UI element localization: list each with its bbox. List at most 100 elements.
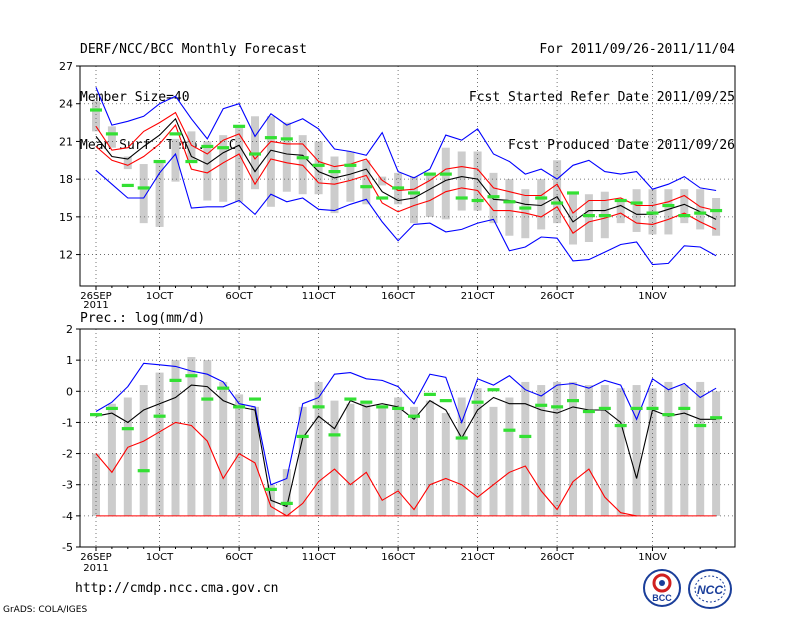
forecast-mark xyxy=(582,214,595,218)
ensemble-box xyxy=(537,179,546,230)
forecast-mark xyxy=(471,400,484,404)
forecast-mark xyxy=(137,469,150,473)
source-url[interactable]: http://cmdp.ncc.cma.gov.cn xyxy=(75,581,279,596)
ensemble-box xyxy=(219,135,228,202)
ensemble-box xyxy=(314,141,323,195)
ncc-logo-text: NCC xyxy=(697,583,723,597)
forecast-mark xyxy=(169,378,182,382)
forecast-mark xyxy=(598,214,611,218)
forecast-mark xyxy=(630,406,643,411)
forecast-mark xyxy=(551,405,564,409)
ensemble-box xyxy=(584,194,593,242)
forecast-mark xyxy=(233,405,246,409)
forecast-mark xyxy=(646,406,659,411)
forecast-mark xyxy=(153,159,166,164)
x-tick-label: 16OCT xyxy=(381,291,416,302)
series-line-max xyxy=(95,362,717,486)
ensemble-box xyxy=(155,372,164,516)
ensemble-box xyxy=(616,201,625,224)
forecast-mark xyxy=(312,163,325,167)
ensemble-box xyxy=(235,394,244,516)
ensemble-box xyxy=(171,138,180,182)
ensemble-box xyxy=(282,122,291,192)
ensemble-box xyxy=(139,164,148,224)
ensemble-box xyxy=(330,400,339,516)
ensemble-box xyxy=(569,191,577,245)
ensemble-box xyxy=(616,388,625,516)
forecast-mark xyxy=(201,397,214,401)
ensemble-box xyxy=(489,406,498,516)
forecast-mark xyxy=(614,423,627,428)
ensemble-box xyxy=(123,397,132,516)
ensemble-box xyxy=(425,172,434,217)
series-line-mean xyxy=(95,117,717,223)
forecast-mark xyxy=(408,191,420,195)
y-tick-label: 27 xyxy=(59,60,73,73)
forecast-mark xyxy=(137,186,150,190)
forecast-mark xyxy=(105,132,118,136)
ncc-logo: NCC xyxy=(688,569,732,609)
member-size: Member Size=40 xyxy=(80,90,190,105)
ensemble-box xyxy=(632,189,641,232)
ensemble-box xyxy=(187,357,196,516)
forecast-mark xyxy=(551,201,564,205)
forecast-mark xyxy=(567,191,579,195)
series-line-lower xyxy=(95,124,717,234)
ensemble-box xyxy=(314,381,323,516)
ensemble-box xyxy=(696,189,705,230)
forecast-mark xyxy=(249,152,261,156)
series-line-spread xyxy=(95,421,637,517)
ensemble-box xyxy=(346,151,355,202)
precip-title: Prec.: log(mm/d) xyxy=(80,311,205,326)
ensemble-box xyxy=(457,397,466,516)
x-tick-label: 1OCT xyxy=(146,552,174,563)
ensemble-box xyxy=(648,388,657,516)
x-tick-label: 26OCT xyxy=(540,552,575,563)
y-tick-label: 1 xyxy=(66,354,73,367)
forecast-mark xyxy=(392,186,405,190)
x-tick-label: 6OCT xyxy=(225,291,253,302)
ensemble-box xyxy=(696,381,705,516)
forecast-mark xyxy=(678,406,691,411)
forecast-mark xyxy=(344,163,357,167)
ensemble-box xyxy=(584,385,593,516)
y-tick-label: -1 xyxy=(62,416,73,429)
x-tick-label: 1NOV xyxy=(638,552,667,563)
forecast-mark xyxy=(678,214,691,218)
ensemble-box xyxy=(569,381,577,516)
x-tick-label: 1NOV xyxy=(638,291,667,302)
ensemble-box xyxy=(92,101,100,132)
ensemble-box xyxy=(457,151,466,211)
forecast-mark xyxy=(519,434,532,439)
ensemble-box xyxy=(473,388,482,516)
forecast-mark xyxy=(249,397,261,401)
ensemble-box xyxy=(107,126,116,148)
ensemble-box xyxy=(266,116,275,207)
y-tick-label: -3 xyxy=(62,479,73,492)
forecast-mark xyxy=(503,200,516,204)
y-tick-label: -5 xyxy=(62,541,73,554)
x-tick-label: 6OCT xyxy=(225,552,253,563)
forecast-mark xyxy=(567,399,579,403)
forecast-mark xyxy=(376,405,389,409)
forecast-mark xyxy=(694,211,707,215)
ensemble-box xyxy=(680,385,689,516)
ensemble-box xyxy=(362,400,371,516)
forecast-mark xyxy=(296,156,309,160)
ensemble-box xyxy=(664,189,673,235)
forecast-mark xyxy=(328,170,341,174)
forecast-mark xyxy=(360,185,373,189)
forecast-mark xyxy=(233,124,246,128)
grads-credit: GrADS: COLA/IGES xyxy=(3,605,88,615)
forecast-mark xyxy=(264,487,277,491)
series-line-mean xyxy=(95,384,717,508)
forecast-mark xyxy=(392,406,405,411)
y-tick-label: -2 xyxy=(62,448,73,461)
forecast-mark xyxy=(694,423,707,428)
ensemble-box xyxy=(680,189,689,224)
chart-title: DERF/NCC/BCC Monthly Forecast xyxy=(80,42,307,57)
ensemble-box xyxy=(441,413,450,516)
forecast-mark xyxy=(217,146,230,150)
ensemble-box xyxy=(251,406,259,516)
y-tick-label: 15 xyxy=(59,211,73,224)
